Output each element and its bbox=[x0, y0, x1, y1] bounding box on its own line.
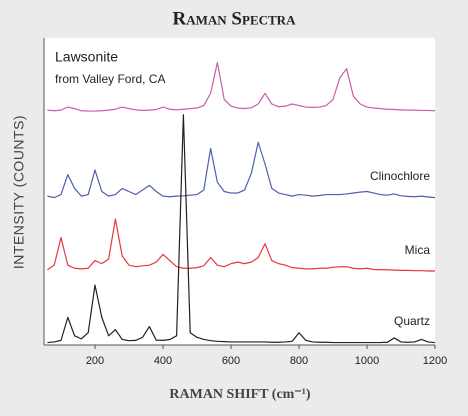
x-axis-label: RAMAN SHIFT (cm⁻¹) bbox=[169, 387, 311, 402]
series-label: Clinochlore bbox=[370, 169, 430, 183]
x-tick-label: 800 bbox=[290, 355, 308, 367]
x-tick-label: 600 bbox=[222, 355, 240, 367]
spectrum-line bbox=[47, 114, 436, 344]
plot-area bbox=[44, 38, 435, 345]
series-label: Lawsonite bbox=[55, 49, 118, 65]
x-tick-label: 400 bbox=[154, 355, 172, 367]
x-tick-label: 1200 bbox=[423, 355, 447, 367]
x-tick-label: 200 bbox=[86, 355, 104, 367]
chart-title: Raman Spectra bbox=[173, 8, 297, 29]
spectrum-line bbox=[47, 218, 435, 272]
series-label: Quartz bbox=[394, 314, 430, 328]
x-tick-label: 1000 bbox=[355, 355, 379, 367]
series-label: Mica bbox=[405, 243, 431, 257]
spectrum-line bbox=[47, 61, 436, 112]
annotation: from Valley Ford, CA bbox=[55, 72, 165, 86]
spectrum-line bbox=[47, 141, 436, 199]
y-axis-label: INTENSITY (COUNTS) bbox=[11, 115, 27, 269]
